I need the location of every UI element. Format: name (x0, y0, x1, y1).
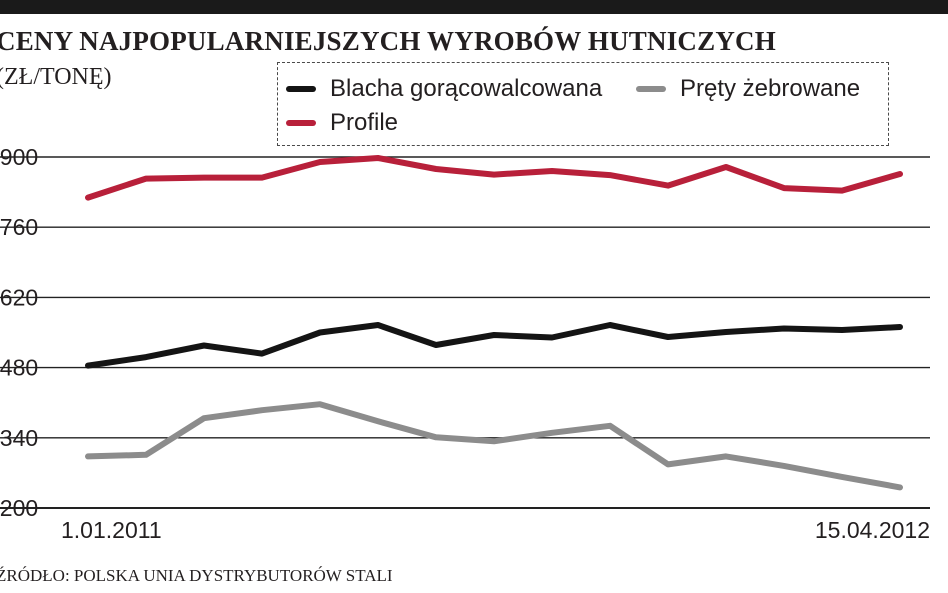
y-tick-label: 2480 (0, 355, 38, 381)
grid-lines (0, 156, 930, 509)
axis-labels: 2200 2340 2480 2620 2760 2900 1.01.2011 15.04.2… (0, 144, 930, 543)
y-tick-label: 2340 (0, 425, 38, 451)
legend-label-blacha: Blacha gorącowalcowana (330, 75, 603, 102)
chart-subtitle: (ZŁ/TONĘ) (0, 64, 112, 90)
y-tick-label: 2620 (0, 284, 38, 310)
chart-title: CENY NAJPOPULARNIEJSZYCH WYROBÓW HUTNICZ… (0, 26, 776, 56)
legend-label-prety: Pręty żebrowane (680, 75, 861, 102)
legend-label-profile: Profile (330, 109, 399, 136)
x-tick-label: 15.04.2012 (815, 517, 930, 543)
series-line-blacha (85, 322, 903, 369)
x-tick-label: 1.01.2011 (61, 517, 162, 543)
legend-item-blacha: Blacha gorącowalcowana (286, 75, 602, 103)
source-note: ŹRÓDŁO: POLSKA UNIA DYSTRYBUTORÓW STALI (0, 566, 393, 585)
y-tick-label: 2200 (0, 495, 38, 521)
series-line-profile (85, 155, 903, 201)
y-tick-label: 2900 (0, 144, 38, 170)
legend-item-profile: Profile (286, 109, 398, 137)
y-tick-label: 2760 (0, 214, 38, 240)
legend-swatch-profile (286, 120, 316, 126)
legend-swatch-prety (636, 86, 666, 92)
legend: Blacha gorącowalcowana Pręty żebrowane P… (277, 62, 889, 146)
series-lines (85, 155, 903, 491)
legend-swatch-blacha (286, 86, 316, 92)
series-line-prety (85, 401, 903, 491)
top-bar (0, 0, 948, 14)
legend-item-prety: Pręty żebrowane (636, 75, 860, 103)
